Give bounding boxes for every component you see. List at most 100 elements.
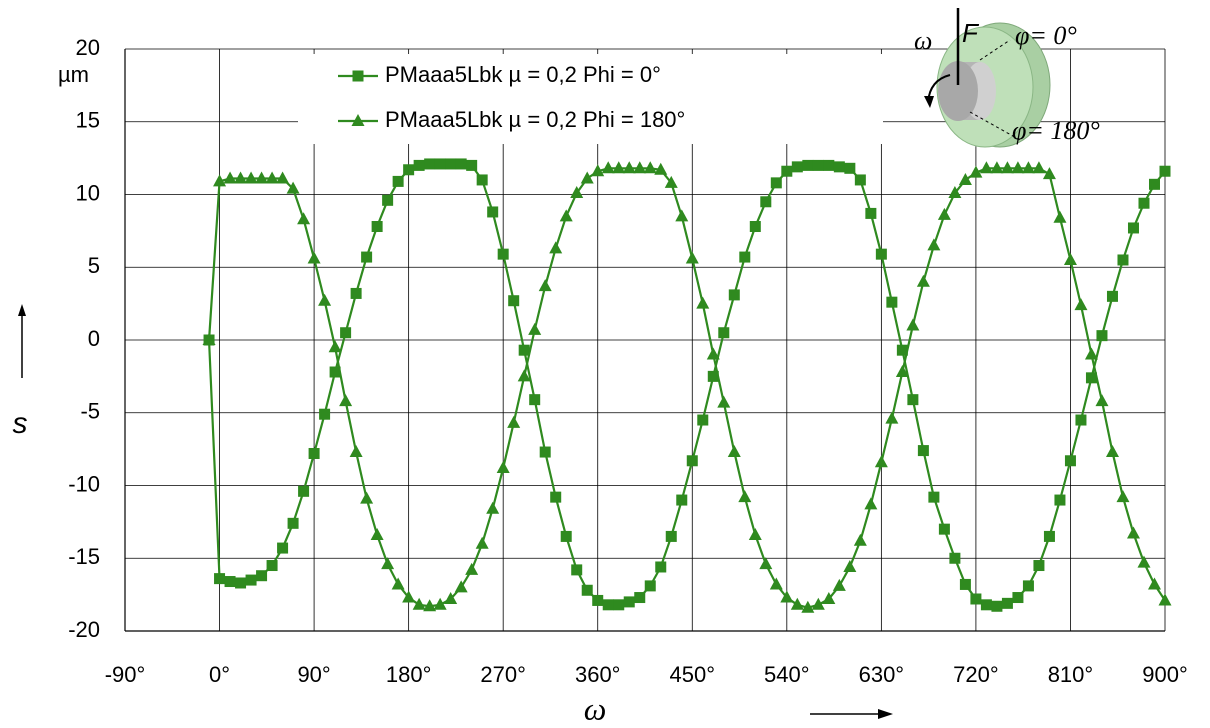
marker (213, 174, 227, 187)
plot-area (202, 158, 1172, 613)
marker (287, 517, 299, 529)
series-line (207, 167, 1166, 609)
marker (1054, 494, 1066, 506)
x-tick-label: 180° (386, 662, 432, 687)
marker (549, 241, 563, 254)
marker (307, 251, 321, 264)
marker (907, 394, 919, 406)
x-tick-label: 90° (297, 662, 330, 687)
marker (739, 251, 751, 263)
marker (538, 279, 552, 292)
marker (445, 158, 457, 170)
marker (318, 293, 332, 306)
marker (328, 340, 342, 353)
marker (685, 251, 699, 264)
marker (949, 552, 961, 564)
series (203, 158, 1171, 612)
marker (706, 347, 720, 360)
marker (277, 542, 289, 554)
x-tick-label: 450° (670, 662, 716, 687)
marker (854, 174, 866, 186)
marker (381, 557, 395, 570)
marker (487, 206, 499, 218)
marker (759, 557, 773, 570)
inset-label: ω (914, 26, 932, 55)
marker (1106, 290, 1118, 302)
marker (319, 408, 331, 420)
marker (613, 599, 625, 611)
marker (843, 559, 857, 572)
marker (718, 327, 730, 339)
marker (235, 577, 247, 589)
marker (749, 221, 761, 233)
marker (822, 591, 836, 604)
marker (1001, 597, 1013, 609)
marker (370, 527, 384, 540)
marker (539, 446, 551, 458)
marker (476, 174, 488, 186)
marker (475, 536, 489, 549)
marker (602, 599, 614, 611)
marker (644, 580, 656, 592)
marker (550, 491, 562, 503)
marker (1126, 526, 1140, 539)
marker (970, 593, 982, 605)
marker (885, 411, 899, 424)
y-tick-label: -20 (68, 617, 100, 642)
marker (517, 369, 531, 382)
marker (245, 574, 257, 586)
marker (633, 161, 647, 174)
marker (371, 221, 383, 233)
marker (623, 596, 635, 608)
marker (298, 485, 310, 497)
marker (361, 251, 373, 263)
marker (1158, 593, 1172, 606)
marker (1075, 414, 1087, 426)
marker (643, 161, 657, 174)
marker (518, 344, 530, 356)
marker (1011, 161, 1025, 174)
marker (507, 415, 521, 428)
marker (1138, 197, 1150, 209)
marker (339, 394, 353, 407)
marker (1063, 252, 1077, 265)
y-tick-label: -15 (68, 544, 100, 569)
y-arrow-head (18, 304, 26, 316)
marker (654, 162, 668, 175)
marker (592, 594, 604, 606)
marker (1148, 178, 1160, 190)
marker (958, 172, 972, 185)
marker (266, 560, 278, 572)
marker (801, 600, 815, 613)
marker (697, 414, 709, 426)
marker (265, 171, 279, 184)
marker (329, 366, 341, 378)
marker (664, 175, 678, 188)
marker (990, 161, 1004, 174)
marker (571, 564, 583, 576)
marker (896, 344, 908, 356)
marker (780, 590, 794, 603)
marker (497, 248, 509, 260)
marker (224, 576, 236, 588)
marker (833, 161, 845, 173)
marker (655, 561, 667, 573)
marker (601, 161, 615, 174)
y-unit: µm (58, 62, 89, 87)
x-tick-label: 540° (764, 662, 810, 687)
marker (1043, 530, 1055, 542)
series (202, 161, 1172, 613)
marker (980, 599, 992, 611)
marker (412, 597, 426, 610)
marker (916, 274, 930, 287)
marker (634, 592, 646, 604)
marker (360, 491, 374, 504)
marker (1137, 555, 1151, 568)
marker (948, 186, 962, 199)
marker (865, 207, 877, 219)
marker (1096, 330, 1108, 342)
marker (413, 159, 425, 171)
marker (1117, 254, 1129, 266)
marker (340, 327, 352, 339)
marker (1127, 222, 1139, 234)
